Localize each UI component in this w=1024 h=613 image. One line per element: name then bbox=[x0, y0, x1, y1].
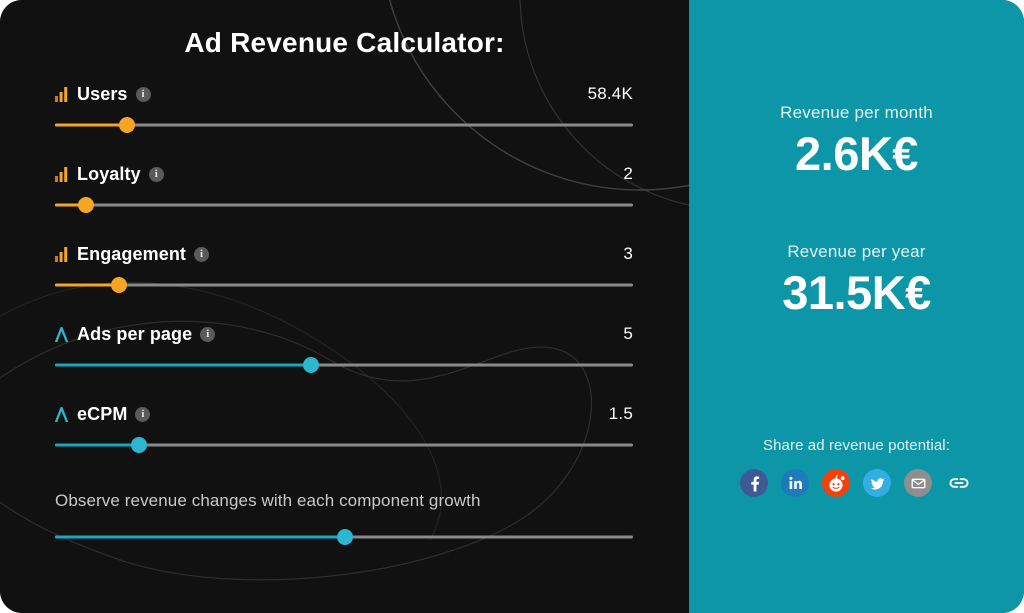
revenue-per-month-value: 2.6K€ bbox=[795, 127, 918, 180]
track-fill bbox=[55, 363, 312, 367]
copy-link-icon[interactable] bbox=[945, 469, 973, 497]
slider-thumb[interactable] bbox=[303, 357, 320, 373]
track-background bbox=[55, 123, 633, 127]
slider-label: Ads per page bbox=[77, 323, 193, 344]
bar-chart-icon bbox=[55, 86, 68, 102]
revenue-per-year-value: 31.5K€ bbox=[782, 266, 931, 320]
info-icon[interactable]: i bbox=[148, 166, 164, 182]
calculator-panel: Ad Revenue Calculator: Users i bbox=[0, 0, 689, 581]
share-block: Share ad revenue potential: bbox=[689, 437, 1024, 497]
slider-list: Users i 58.4K bbox=[0, 83, 689, 453]
slider-thumb[interactable] bbox=[110, 277, 127, 293]
slider-value: 5 bbox=[623, 324, 633, 343]
slider-label: Users bbox=[77, 83, 128, 104]
slider-header: Ads per page i 5 bbox=[55, 323, 633, 345]
slider-thumb[interactable] bbox=[130, 437, 147, 453]
share-title: Share ad revenue potential: bbox=[763, 437, 950, 454]
track-background bbox=[55, 203, 633, 207]
slider-header: Engagement i 3 bbox=[55, 243, 633, 265]
slider-thumb[interactable] bbox=[337, 529, 354, 545]
twitter-icon[interactable] bbox=[863, 469, 891, 497]
revenue-per-year-block: Revenue per year 31.5K€ bbox=[689, 178, 1024, 317]
slider-thumb[interactable] bbox=[118, 117, 135, 133]
slider-value: 3 bbox=[623, 244, 633, 263]
slider-track-users[interactable] bbox=[55, 117, 633, 133]
observe-caption: Observe revenue changes with each compon… bbox=[55, 491, 481, 510]
chevron-up-icon bbox=[55, 406, 68, 422]
track-fill bbox=[55, 535, 346, 539]
bar-chart-icon bbox=[55, 246, 68, 262]
revenue-per-month-block: Revenue per month 2.6K€ bbox=[689, 0, 1024, 178]
slider-label: Loyalty bbox=[77, 163, 141, 184]
info-icon[interactable]: i bbox=[200, 326, 216, 342]
slider-header: Users i 58.4K bbox=[55, 83, 633, 105]
slider-track-ads-per-page[interactable] bbox=[55, 357, 633, 373]
results-panel: Revenue per month 2.6K€ Revenue per year… bbox=[689, 0, 1024, 613]
slider-label: eCPM bbox=[77, 403, 128, 424]
slider-header: eCPM i 1.5 bbox=[55, 403, 633, 425]
slider-label: Engagement bbox=[77, 243, 187, 264]
track-fill bbox=[55, 443, 139, 447]
track-fill bbox=[55, 203, 87, 207]
facebook-icon[interactable] bbox=[740, 469, 768, 497]
track-fill bbox=[55, 123, 127, 127]
chevron-up-icon bbox=[55, 326, 68, 342]
info-icon[interactable]: i bbox=[135, 86, 151, 102]
slider-row-ecpm: eCPM i 1.5 bbox=[55, 403, 633, 453]
bar-chart-icon bbox=[55, 166, 68, 182]
slider-thumb[interactable] bbox=[78, 197, 95, 213]
slider-row-users: Users i 58.4K bbox=[55, 83, 633, 133]
email-icon[interactable] bbox=[904, 469, 932, 497]
revenue-per-year-label: Revenue per year bbox=[787, 242, 926, 262]
info-icon[interactable]: i bbox=[194, 246, 210, 262]
reddit-icon[interactable] bbox=[822, 469, 850, 497]
track-background bbox=[55, 283, 633, 287]
linkedin-icon[interactable] bbox=[781, 469, 809, 497]
observe-block: Observe revenue changes with each compon… bbox=[0, 491, 689, 545]
slider-row-engagement: Engagement i 3 bbox=[55, 243, 633, 293]
track-fill bbox=[55, 283, 119, 287]
slider-track-observe[interactable] bbox=[55, 529, 633, 545]
slider-header: Loyalty i 2 bbox=[55, 163, 633, 185]
share-icon-list bbox=[689, 469, 1024, 497]
page-title: Ad Revenue Calculator: bbox=[184, 27, 505, 58]
slider-track-engagement[interactable] bbox=[55, 277, 633, 293]
info-icon[interactable]: i bbox=[135, 406, 151, 422]
revenue-per-month-label: Revenue per month bbox=[780, 103, 933, 122]
slider-row-loyalty: Loyalty i 2 bbox=[55, 163, 633, 213]
slider-track-ecpm[interactable] bbox=[55, 437, 633, 453]
slider-value: 58.4K bbox=[587, 84, 633, 103]
slider-value: 2 bbox=[623, 164, 633, 183]
slider-track-loyalty[interactable] bbox=[55, 197, 633, 213]
slider-value: 1.5 bbox=[608, 404, 633, 423]
slider-row-ads-per-page: Ads per page i 5 bbox=[55, 323, 633, 373]
